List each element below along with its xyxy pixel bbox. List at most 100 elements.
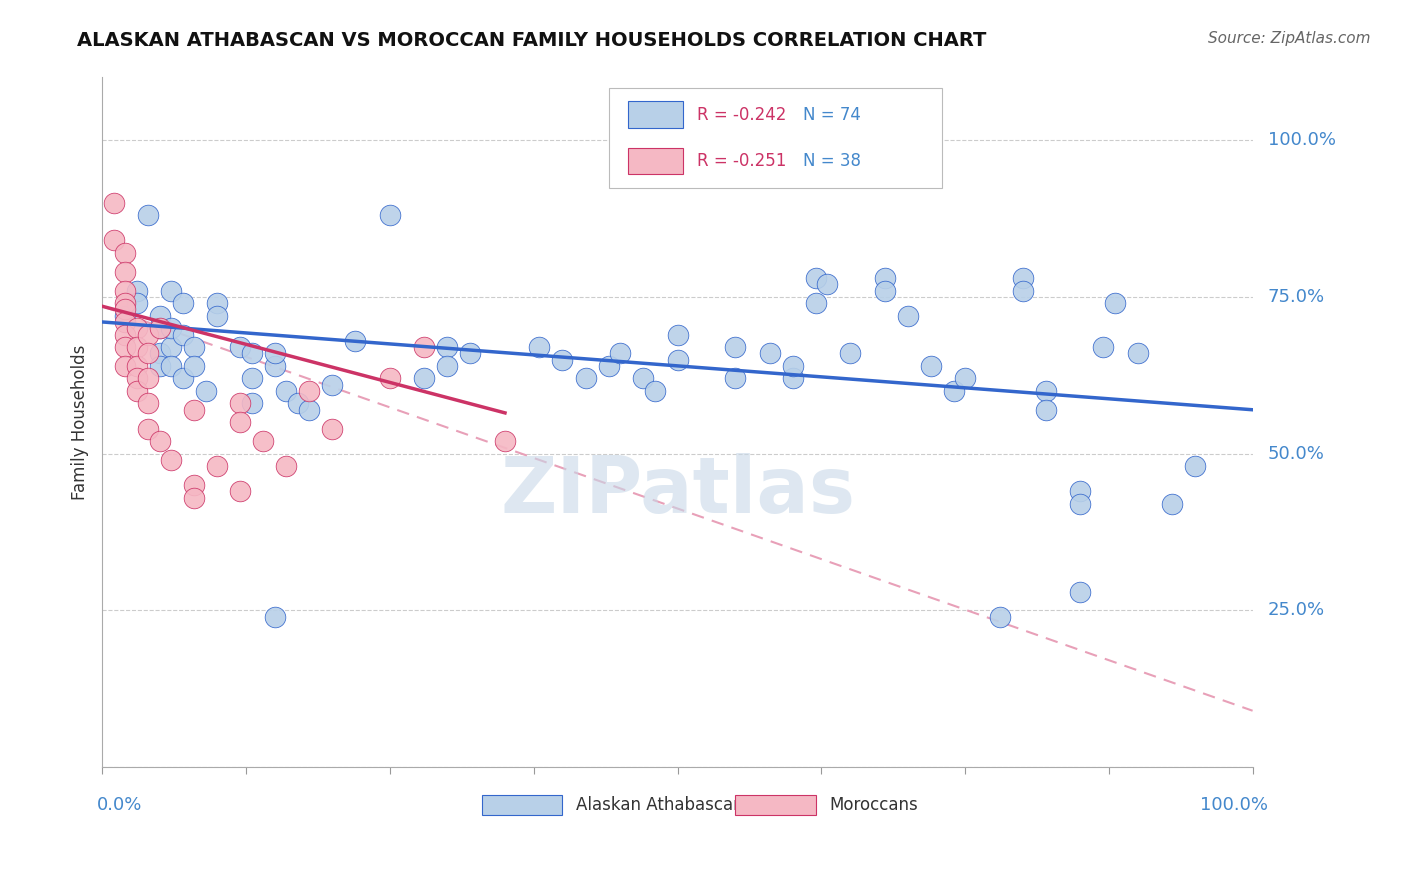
Point <box>413 371 436 385</box>
Point <box>125 284 148 298</box>
Point <box>138 208 160 222</box>
Point <box>125 371 148 385</box>
Point <box>321 377 343 392</box>
Point <box>1104 296 1126 310</box>
Point <box>138 327 160 342</box>
Point <box>183 491 205 505</box>
Point <box>298 384 321 398</box>
Point <box>125 359 148 373</box>
Point <box>1184 459 1206 474</box>
Point <box>114 327 136 342</box>
Point <box>229 396 252 410</box>
Point <box>207 296 229 310</box>
Point <box>125 321 148 335</box>
Text: 100.0%: 100.0% <box>1268 131 1336 149</box>
Point <box>873 284 896 298</box>
Point <box>988 609 1011 624</box>
Point <box>149 346 172 360</box>
Point <box>609 346 631 360</box>
FancyBboxPatch shape <box>609 87 942 188</box>
Point <box>138 396 160 410</box>
Point <box>207 459 229 474</box>
Text: R = -0.251: R = -0.251 <box>697 152 786 170</box>
Point <box>529 340 551 354</box>
Point <box>114 246 136 260</box>
Point <box>942 384 965 398</box>
Point <box>574 371 596 385</box>
Point <box>264 346 287 360</box>
Text: 0.0%: 0.0% <box>97 796 142 814</box>
Point <box>1011 284 1033 298</box>
Point <box>114 302 136 317</box>
Text: 50.0%: 50.0% <box>1268 444 1324 463</box>
Point <box>138 371 160 385</box>
Point <box>804 296 827 310</box>
Text: Source: ZipAtlas.com: Source: ZipAtlas.com <box>1208 31 1371 46</box>
Text: R = -0.242: R = -0.242 <box>697 105 786 123</box>
Point <box>183 402 205 417</box>
FancyBboxPatch shape <box>735 796 815 814</box>
Point <box>114 309 136 323</box>
Point <box>114 265 136 279</box>
Text: 75.0%: 75.0% <box>1268 288 1324 306</box>
Text: N = 74: N = 74 <box>803 105 860 123</box>
Point <box>138 346 160 360</box>
Point <box>378 208 401 222</box>
Point <box>436 340 458 354</box>
Point <box>183 359 205 373</box>
Point <box>229 415 252 429</box>
Point <box>1069 497 1091 511</box>
Point <box>172 327 194 342</box>
Point <box>160 359 183 373</box>
Point <box>839 346 862 360</box>
Text: 25.0%: 25.0% <box>1268 601 1324 619</box>
Point <box>494 434 516 449</box>
Point <box>125 340 148 354</box>
Point <box>160 340 183 354</box>
Point <box>138 421 160 435</box>
Point <box>413 340 436 354</box>
Text: Moroccans: Moroccans <box>830 796 918 814</box>
Point <box>724 371 747 385</box>
Point <box>240 346 263 360</box>
Point <box>149 359 172 373</box>
Point <box>172 296 194 310</box>
Point <box>264 609 287 624</box>
Text: Alaskan Athabascans: Alaskan Athabascans <box>576 796 752 814</box>
Point <box>666 352 689 367</box>
Point <box>782 359 804 373</box>
Point <box>183 478 205 492</box>
Point <box>920 359 942 373</box>
Point <box>758 346 780 360</box>
Point <box>1092 340 1115 354</box>
FancyBboxPatch shape <box>628 102 683 128</box>
Point <box>160 453 183 467</box>
Point <box>172 371 194 385</box>
Point <box>229 340 252 354</box>
Point <box>125 384 148 398</box>
Point <box>149 321 172 335</box>
Point <box>103 234 125 248</box>
Point <box>183 340 205 354</box>
Text: ZIPatlas: ZIPatlas <box>501 453 855 529</box>
Point <box>114 340 136 354</box>
Point <box>149 434 172 449</box>
Point <box>378 371 401 385</box>
Point <box>276 384 298 398</box>
Point <box>114 284 136 298</box>
Y-axis label: Family Households: Family Households <box>72 344 89 500</box>
Point <box>240 396 263 410</box>
Point <box>103 195 125 210</box>
FancyBboxPatch shape <box>628 148 683 174</box>
Point <box>149 309 172 323</box>
Point <box>252 434 274 449</box>
Point <box>344 334 367 348</box>
Point <box>1161 497 1184 511</box>
Point <box>160 284 183 298</box>
Point <box>724 340 747 354</box>
Point <box>804 271 827 285</box>
Point <box>160 321 183 335</box>
Point <box>815 277 838 292</box>
Point <box>240 371 263 385</box>
Point <box>1011 271 1033 285</box>
